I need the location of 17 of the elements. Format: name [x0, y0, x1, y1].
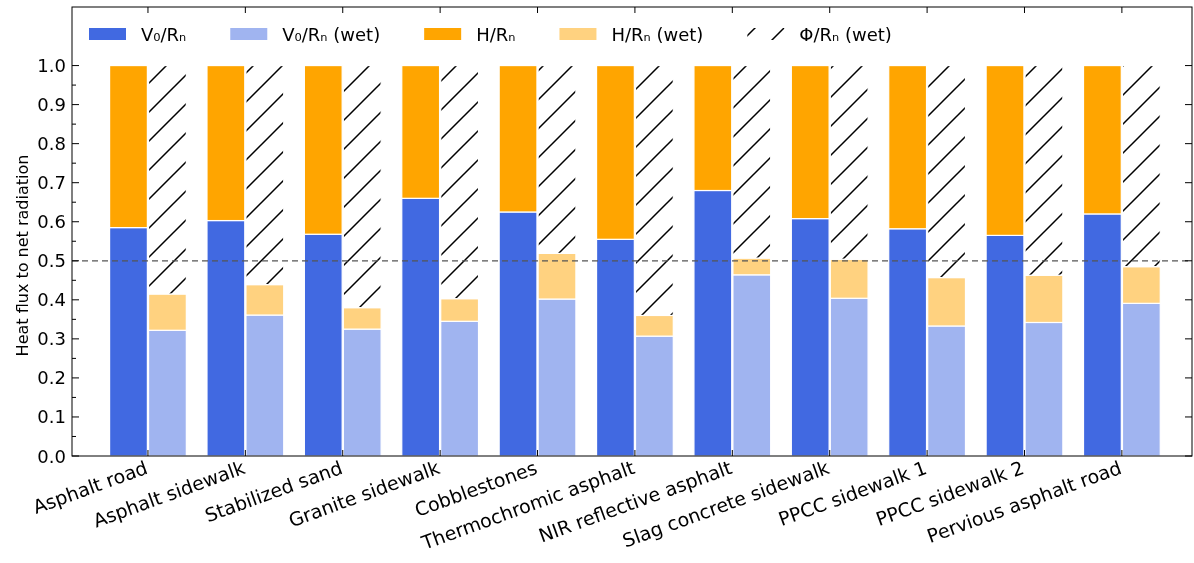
- y-tick-label: 0.9: [37, 94, 66, 116]
- y-axis-title: Heat flux to net radiation: [12, 154, 32, 357]
- y-tick-label: 0.2: [37, 367, 66, 389]
- y-tick-label: 0.5: [37, 250, 66, 272]
- y-tick-label: 0.7: [37, 172, 66, 194]
- y-tick-label: 0.1: [37, 406, 66, 428]
- legend-label: H/Rₙ: [476, 23, 516, 45]
- legend-label: V₀/Rₙ (wet): [282, 23, 381, 45]
- y-tick-label: 0.4: [37, 289, 66, 311]
- y-tick-label: 0.3: [37, 328, 66, 350]
- y-tick-label: 0.0: [37, 445, 66, 467]
- y-tick-label: 1.0: [37, 55, 66, 77]
- legend-label: Φ/Rₙ (wet): [799, 23, 892, 45]
- legend-label: V₀/Rₙ: [141, 23, 187, 45]
- y-tick-label: 0.8: [37, 133, 66, 155]
- legend-label: H/Rₙ (wet): [611, 23, 704, 45]
- y-tick-label: 0.6: [37, 211, 66, 233]
